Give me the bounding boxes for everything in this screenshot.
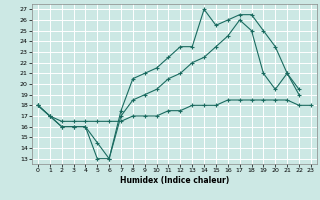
X-axis label: Humidex (Indice chaleur): Humidex (Indice chaleur) (120, 176, 229, 185)
